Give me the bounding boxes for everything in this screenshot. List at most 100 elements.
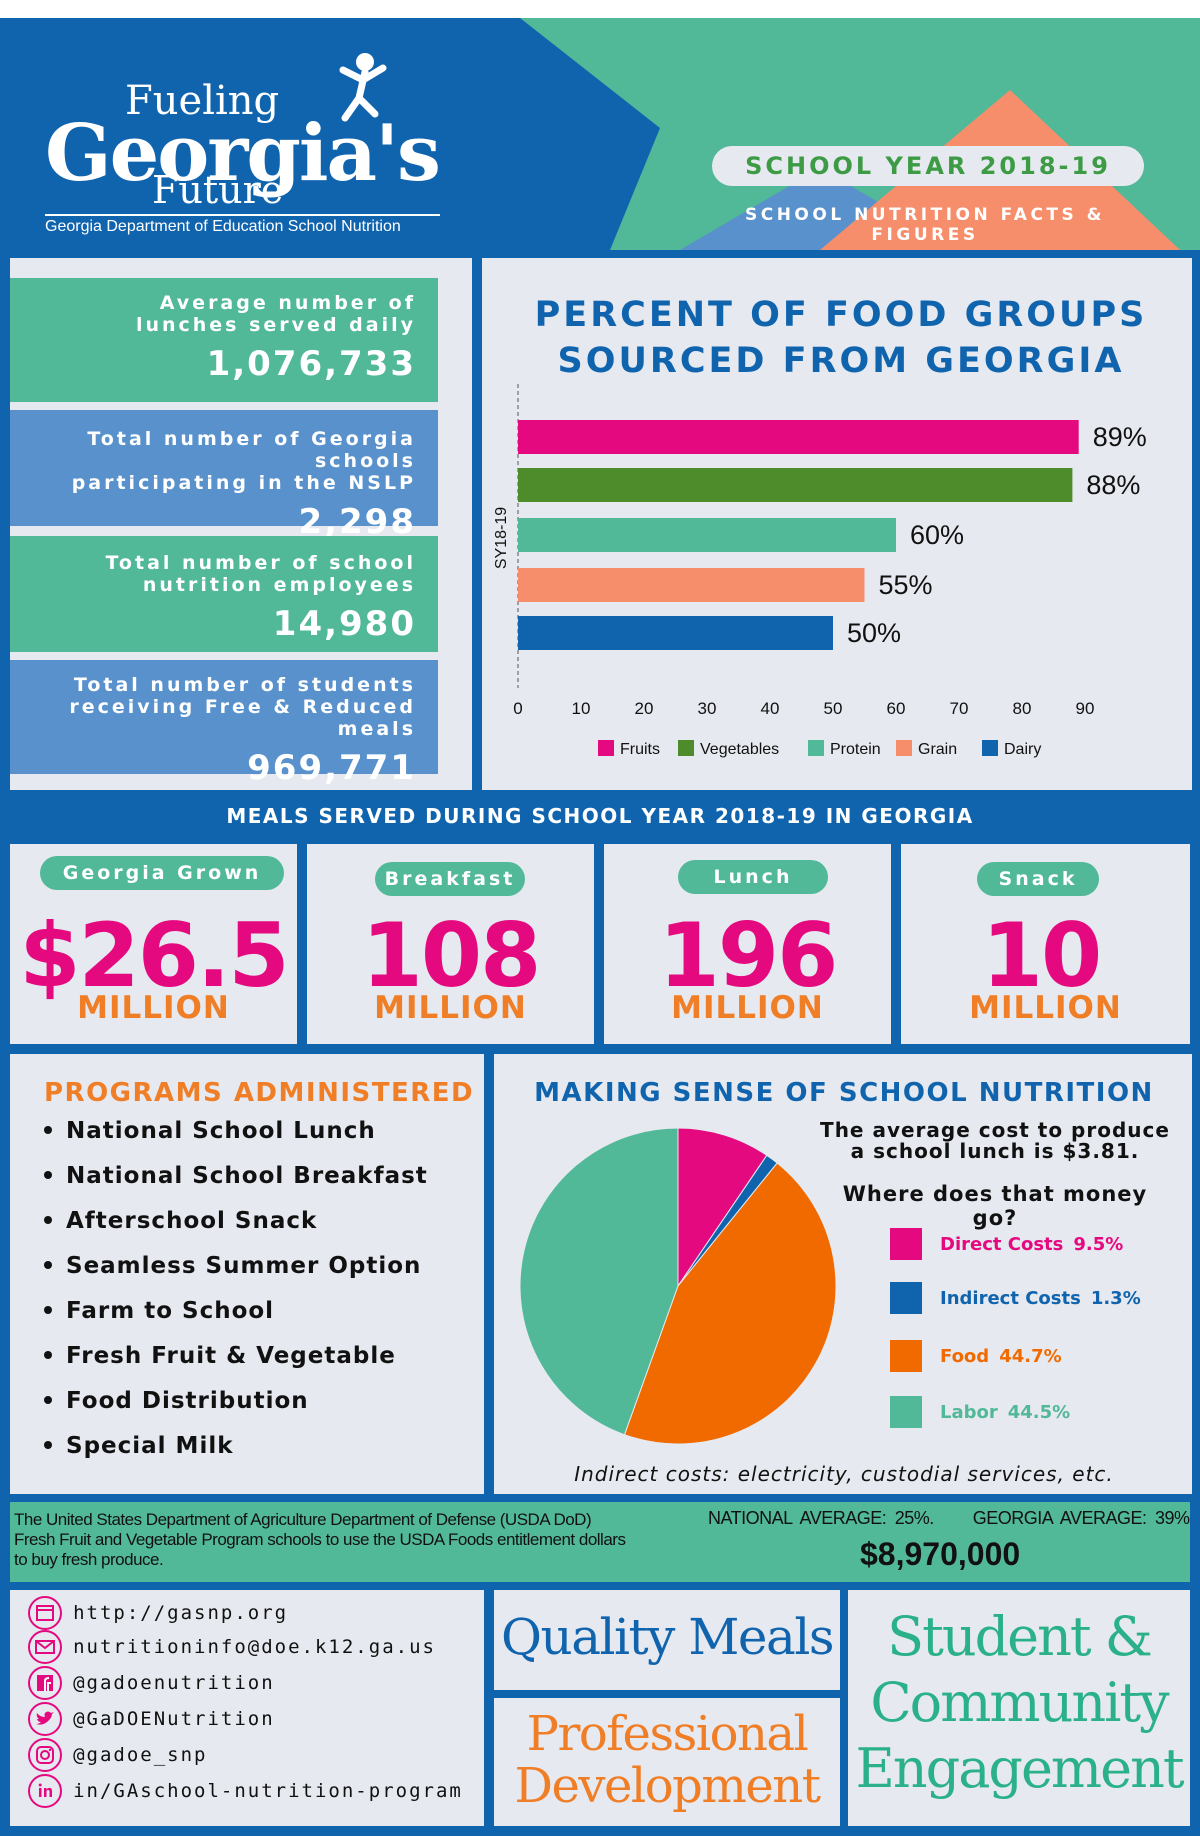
- nutrition-title: MAKING SENSE OF SCHOOL NUTRITION: [534, 1078, 1154, 1108]
- program-name: Food Distribution: [66, 1388, 309, 1414]
- bar-fruits: [518, 420, 1079, 454]
- program-name: Seamless Summer Option: [66, 1253, 422, 1279]
- x-tick-label: 10: [572, 699, 591, 718]
- chart-title-line1: PERCENT OF FOOD GROUPS: [534, 295, 1148, 335]
- pillar-line: Community: [870, 1671, 1169, 1734]
- pie-slice-labor: [519, 1127, 679, 1436]
- legend-swatch-dairy: [982, 740, 998, 756]
- data-label-grain: 55%: [879, 570, 933, 600]
- legend-name: Food: [940, 1346, 990, 1367]
- legend-name: Labor: [940, 1402, 998, 1423]
- bullet-icon: [44, 1305, 52, 1314]
- contact-facebook[interactable]: @gadoenutrition: [28, 1666, 275, 1702]
- stat-value: 2,298: [298, 502, 416, 542]
- program-name: Fresh Fruit & Vegetable: [66, 1343, 396, 1369]
- legend-swatch: [890, 1228, 922, 1260]
- program-name: Afterschool Snack: [66, 1208, 318, 1234]
- contact-website[interactable]: http://gasnp.org: [28, 1596, 288, 1632]
- cost-pie-chart: [519, 1127, 837, 1445]
- list-item: National School Lunch: [44, 1118, 428, 1163]
- contact-text: @GaDOENutrition: [73, 1708, 275, 1730]
- stat-nutrition-employees: Total number of school nutrition employe…: [10, 536, 438, 652]
- legend-swatch-vegetables: [678, 740, 694, 756]
- bullet-icon: [44, 1440, 52, 1449]
- bullet-icon: [44, 1350, 52, 1359]
- programs-panel: [10, 1054, 484, 1494]
- legend-percent: 9.5%: [1073, 1234, 1124, 1255]
- stat-label: receiving Free & Reduced meals: [69, 696, 416, 740]
- legend-swatch: [890, 1396, 922, 1428]
- meal-label: Georgia Grown: [40, 856, 284, 890]
- bar-dairy: [518, 616, 833, 650]
- program-name: National School Breakfast: [66, 1163, 428, 1189]
- data-label-dairy: 50%: [847, 618, 901, 648]
- georgia-average: GEORGIA AVERAGE: 39%: [972, 1508, 1190, 1528]
- legend-swatch-fruits: [598, 740, 614, 756]
- dod-description: The United States Department of Agricult…: [14, 1510, 714, 1570]
- school-year-badge: SCHOOL YEAR 2018-19: [712, 146, 1144, 186]
- dod-line1: The United States Department of Agricult…: [14, 1510, 592, 1529]
- contact-text: http://gasnp.org: [73, 1602, 289, 1624]
- programs-list: National School Lunch National School Br…: [44, 1118, 428, 1478]
- dod-line2: Fresh Fruit and Vegetable Program school…: [14, 1530, 626, 1549]
- legend-swatch: [890, 1282, 922, 1314]
- legend-name: Direct Costs: [940, 1234, 1064, 1255]
- runner-icon: [339, 53, 387, 122]
- stat-label: lunches served daily: [135, 314, 416, 336]
- facebook-icon: [28, 1666, 62, 1700]
- cost-line2: a school lunch is $3.81.: [850, 1139, 1140, 1163]
- meal-value: 10: [981, 904, 1102, 1007]
- pillar-line: Development: [514, 1758, 821, 1814]
- pillar-text: Quality Meals: [501, 1608, 834, 1666]
- pillar-line: Professional: [526, 1706, 809, 1762]
- legend-text: Food 44.7%: [940, 1346, 1062, 1367]
- logo-text-fueling: Fueling: [125, 78, 280, 124]
- stat-schools-nslp: Total number of Georgia schools particip…: [10, 410, 438, 542]
- legend-text: Labor 44.5%: [940, 1402, 1070, 1423]
- bullet-icon: [44, 1395, 52, 1404]
- bar-vegetables: [518, 468, 1073, 502]
- pie-legend: Direct Costs 9.5% Indirect Costs 1.3% Food 44…: [890, 1228, 1190, 1448]
- linkedin-icon: [28, 1774, 62, 1808]
- contact-instagram[interactable]: @gadoe_snp: [28, 1738, 207, 1774]
- x-tick-label: 20: [635, 699, 654, 718]
- contact-twitter[interactable]: @GaDOENutrition: [28, 1702, 275, 1738]
- legend-label-grain: Grain: [918, 741, 957, 758]
- legend-text: Direct Costs 9.5%: [940, 1234, 1123, 1255]
- meal-value: 196: [658, 904, 839, 1007]
- list-item: Seamless Summer Option: [44, 1253, 428, 1298]
- meal-panel-breakfast: Breakfast 108 MILLION: [307, 844, 594, 1044]
- pie-slice-food: [623, 1162, 837, 1445]
- national-average: NATIONAL AVERAGE: 25%.: [708, 1508, 934, 1528]
- pillar-line: Student &: [887, 1605, 1153, 1668]
- logo-text-future: Future: [152, 168, 284, 212]
- list-item: Afterschool Snack: [44, 1208, 428, 1253]
- bullet-icon: [44, 1170, 52, 1179]
- contact-text: @gadoe_snp: [73, 1744, 208, 1766]
- bullet-icon: [44, 1215, 52, 1224]
- logo-department: Georgia Department of Education School N…: [45, 218, 401, 235]
- legend-percent: 1.3%: [1090, 1288, 1141, 1309]
- data-label-protein: 60%: [910, 520, 964, 550]
- pillar-student-community: Student & Community Engagement: [848, 1590, 1190, 1826]
- category-label: SY18-19: [493, 507, 510, 569]
- meals-heading: MEALS SERVED DURING SCHOOL YEAR 2018-19 …: [226, 804, 974, 828]
- program-name: National School Lunch: [66, 1118, 376, 1144]
- legend-label-fruits: Fruits: [620, 741, 660, 758]
- x-tick-label: 50: [824, 699, 843, 718]
- contact-linkedin[interactable]: in/GAschool-nutrition-program: [28, 1774, 463, 1810]
- contact-email[interactable]: nutritioninfo@doe.k12.ga.us: [28, 1630, 436, 1666]
- bar-protein: [518, 518, 896, 552]
- legend-label-protein: Protein: [830, 741, 881, 758]
- meal-panel-snack: Snack 10 MILLION: [901, 844, 1190, 1044]
- header-subtitle: SCHOOL NUTRITION FACTS & FIGURES: [744, 205, 1106, 245]
- meal-label: Lunch: [678, 860, 828, 894]
- meal-unit: MILLION: [671, 990, 824, 1026]
- dod-strip: [10, 1502, 1190, 1582]
- averages: NATIONAL AVERAGE: 25%. GEORGIA AVERAGE: …: [708, 1508, 1190, 1529]
- meal-panel-lunch: Lunch 196 MILLION: [604, 844, 891, 1044]
- contact-panel: [10, 1590, 484, 1826]
- instagram-icon: [28, 1738, 62, 1772]
- stat-label: nutrition employees: [142, 574, 416, 596]
- bullet-icon: [44, 1260, 52, 1269]
